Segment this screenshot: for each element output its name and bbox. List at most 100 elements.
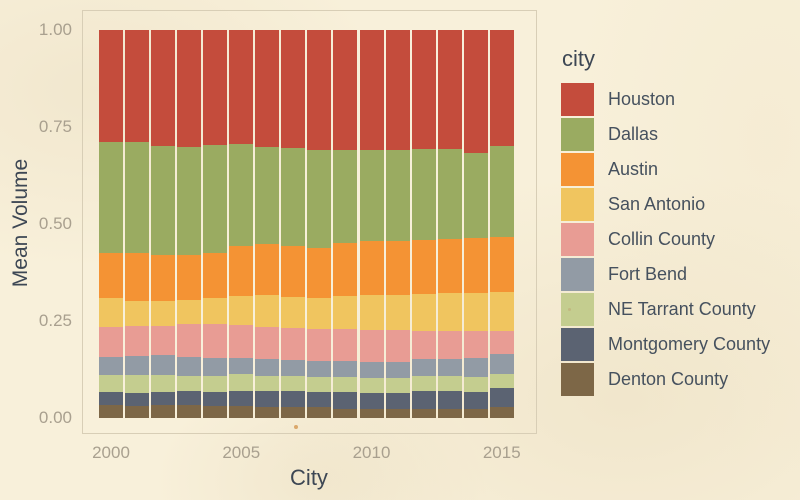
bar-segment-denton-county (125, 405, 150, 418)
legend-swatch-icon (561, 153, 594, 186)
legend-item-ne-tarrant-county: NE Tarrant County (561, 293, 796, 326)
bar-2010 (359, 30, 384, 418)
bar-segment-montgomery-county (411, 391, 436, 409)
bar-segment-dallas (203, 144, 228, 254)
bar-segment-san-antonio (99, 298, 123, 327)
bar-segment-denton-county (203, 405, 228, 418)
bar-segment-ne-tarrant-county (463, 377, 488, 392)
bar-segment-austin (359, 241, 384, 295)
bar-segment-collin-county (359, 329, 384, 363)
bar-segment-houston (125, 30, 150, 143)
legend-swatch-icon (561, 258, 594, 291)
bar-segment-fort-bend (203, 357, 228, 377)
bar-segment-houston (437, 30, 462, 150)
bar-segment-ne-tarrant-county (177, 376, 202, 392)
bar-segment-collin-county (229, 325, 254, 358)
bar-segment-denton-county (385, 409, 410, 418)
bar-segment-houston (99, 30, 123, 143)
bar-segment-san-antonio (151, 300, 176, 326)
bar-segment-fort-bend (333, 360, 358, 378)
bar-segment-dallas (151, 145, 176, 256)
legend-items: Houston Dallas Austin San Antonio Collin Cou… (561, 83, 796, 396)
bar-segment-san-antonio (437, 293, 462, 331)
bar-segment-austin (411, 239, 436, 294)
bar-segment-ne-tarrant-county (151, 374, 176, 392)
legend-swatch-icon (561, 328, 594, 361)
bar-2003 (177, 30, 202, 418)
bar-segment-houston (229, 30, 254, 144)
legend-swatch-icon (561, 223, 594, 256)
bar-segment-fort-bend (229, 357, 254, 375)
bar-segment-ne-tarrant-county (489, 374, 514, 389)
bar-segment-fort-bend (489, 353, 514, 375)
bar-segment-dallas (333, 150, 358, 243)
bar-segment-san-antonio (229, 296, 254, 326)
bar-segment-dallas (437, 149, 462, 240)
bar-segment-san-antonio (307, 298, 332, 329)
bar-2001 (125, 30, 150, 418)
bar-segment-montgomery-county (255, 391, 280, 408)
bar-segment-houston (203, 30, 228, 145)
bar-segment-dallas (359, 149, 384, 242)
bar-segment-collin-county (411, 330, 436, 359)
bar-2002 (151, 30, 176, 418)
bar-2009 (333, 30, 358, 418)
bar-segment-fort-bend (411, 358, 436, 377)
bar-segment-montgomery-county (99, 391, 123, 406)
bar-segment-collin-county (437, 330, 462, 359)
y-tick-label: 1.00 (38, 20, 72, 39)
bar-segment-denton-county (151, 405, 176, 418)
bar-segment-dallas (463, 153, 488, 238)
bar-segment-ne-tarrant-county (385, 377, 410, 393)
bar-segment-austin (437, 239, 462, 294)
bar-segment-austin (333, 242, 358, 297)
bar-segment-fort-bend (359, 362, 384, 378)
bar-segment-san-antonio (411, 293, 436, 331)
bar-segment-houston (307, 30, 332, 150)
bar-2014 (463, 30, 488, 418)
legend: city Houston Dallas Austin San Antonio Colli… (561, 46, 796, 398)
bar-segment-collin-county (151, 325, 176, 356)
bar-segment-montgomery-county (385, 392, 410, 410)
bar-segment-fort-bend (307, 360, 332, 378)
bar-segment-austin (281, 246, 306, 298)
legend-title: city (562, 46, 595, 71)
legend-swatch-icon (561, 83, 594, 116)
x-tick-label: 2005 (222, 443, 261, 462)
bar-segment-san-antonio (255, 295, 280, 328)
legend-item-dallas: Dallas (561, 118, 796, 151)
bar-segment-collin-county (385, 329, 410, 363)
bar-2006 (255, 30, 280, 418)
bar-2013 (437, 30, 462, 418)
legend-swatch-icon (561, 188, 594, 221)
bar-segment-dallas (411, 149, 436, 240)
bar-segment-austin (489, 237, 514, 292)
bar-2008 (307, 30, 332, 418)
bar-segment-san-antonio (385, 294, 410, 330)
bar-segment-fort-bend (177, 357, 202, 377)
bar-segment-collin-county (177, 324, 202, 358)
bar-segment-collin-county (489, 330, 514, 354)
bar-segment-denton-county (229, 405, 254, 418)
bar-segment-montgomery-county (463, 391, 488, 410)
bar-segment-san-antonio (489, 291, 514, 331)
legend-swatch-icon (561, 363, 594, 396)
bar-segment-dallas (385, 149, 410, 241)
bar-segment-austin (151, 255, 176, 301)
legend-item-montgomery-county: Montgomery County (561, 328, 796, 361)
bar-segment-fort-bend (255, 359, 280, 377)
bar-segment-dallas (125, 142, 150, 253)
bar-segment-houston (333, 30, 358, 151)
bar-segment-denton-county (281, 407, 306, 418)
bar-segment-dallas (281, 148, 306, 247)
bar-segment-houston (385, 30, 410, 150)
bar-segment-dallas (229, 143, 254, 247)
bar-segment-ne-tarrant-county (125, 375, 150, 393)
bar-segment-collin-county (307, 328, 332, 361)
legend-label: Collin County (608, 229, 716, 249)
bar-segment-ne-tarrant-county (333, 377, 358, 392)
bar-2000 (99, 30, 123, 418)
bar-segment-san-antonio (281, 297, 306, 328)
x-axis-title: City (290, 465, 328, 490)
